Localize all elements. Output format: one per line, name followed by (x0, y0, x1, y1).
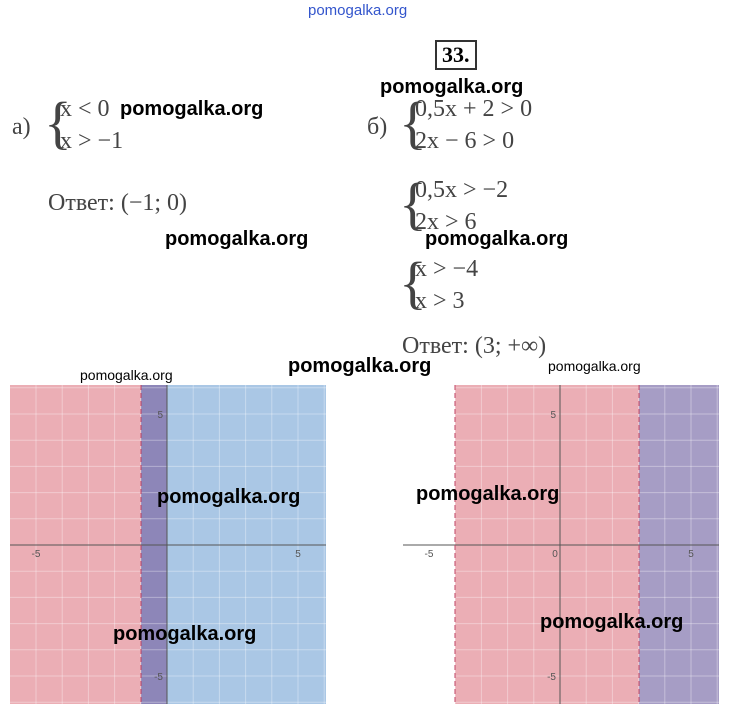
brace: { (399, 171, 427, 236)
x-tick-label: 5 (688, 549, 694, 560)
brace: { (44, 90, 72, 155)
y-tick-label: 5 (157, 410, 163, 421)
x-tick-label: 5 (295, 549, 301, 560)
inequality: x > 3 (415, 288, 465, 314)
inequality: 2x > 6 (415, 209, 477, 235)
inequality: 2x − 6 > 0 (415, 128, 515, 154)
answer: Ответ: (−1; 0) (48, 190, 188, 216)
inequality: x < 0 (60, 96, 110, 122)
watermark: pomogalka.org (540, 611, 684, 633)
y-tick-label: -5 (154, 672, 163, 683)
inequality: 0,5x + 2 > 0 (415, 96, 533, 122)
x-tick-label: -5 (425, 549, 434, 560)
part-label: б) (367, 114, 388, 140)
site-watermark: pomogalka.org (308, 2, 408, 19)
part-label: а) (12, 114, 31, 140)
watermark: pomogalka.org (425, 228, 569, 250)
watermark: pomogalka.org (80, 367, 173, 383)
y-tick-label: -5 (547, 672, 556, 683)
watermark: pomogalka.org (113, 623, 257, 645)
watermark: pomogalka.org (548, 358, 641, 374)
x-tick-label: 0 (552, 549, 558, 560)
y-tick-label: 5 (550, 410, 556, 421)
task-number: 33. (435, 40, 477, 70)
brace: { (399, 90, 427, 155)
inequality: 0,5x > −2 (415, 177, 509, 203)
watermark: pomogalka.org (380, 76, 524, 98)
inequality: x > −4 (415, 256, 479, 282)
watermark: pomogalka.org (157, 486, 301, 508)
watermark: pomogalka.org (165, 228, 309, 250)
watermark: pomogalka.org (120, 98, 264, 120)
answer: Ответ: (3; +∞) (402, 333, 547, 359)
watermark: pomogalka.org (288, 355, 432, 377)
brace: { (399, 250, 427, 315)
graph: -5 0 5 5 -5 (403, 385, 719, 704)
inequality: x > −1 (60, 128, 124, 154)
graph: -5 5 5 -5 (10, 385, 326, 704)
x-tick-label: -5 (32, 549, 41, 560)
watermark: pomogalka.org (416, 483, 560, 505)
